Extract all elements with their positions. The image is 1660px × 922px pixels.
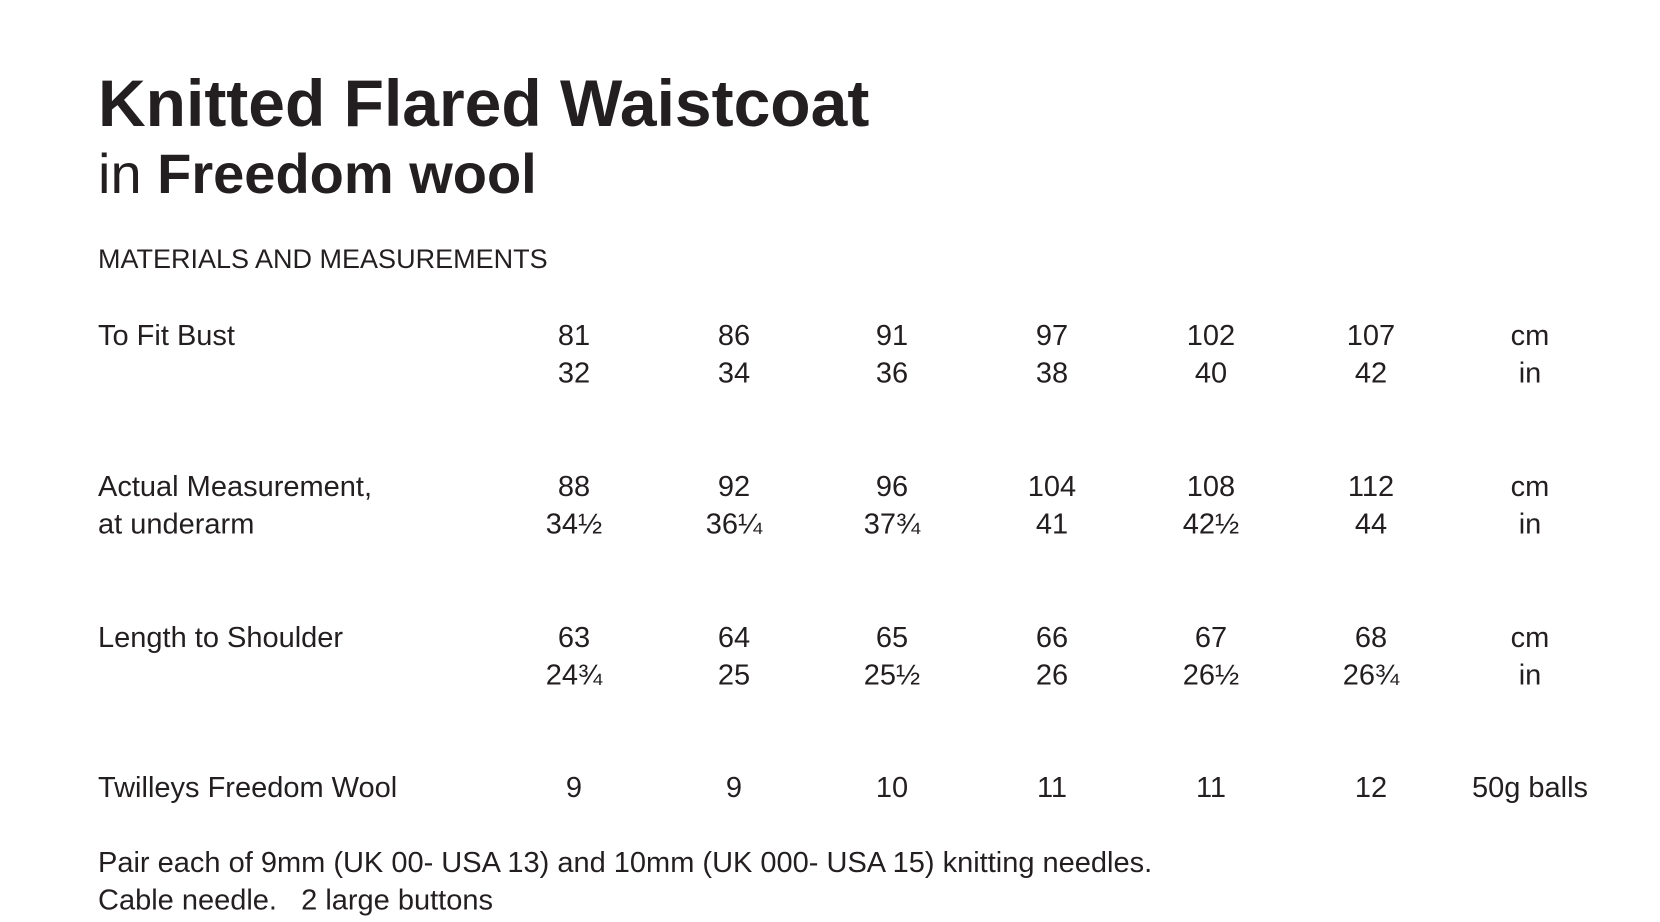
cell-value: 91 <box>876 320 908 352</box>
cell-value: 44 <box>1355 509 1387 541</box>
cell-value: 108 <box>1187 471 1235 503</box>
cell-value: 34½ <box>546 509 602 541</box>
cell-value: 36¼ <box>706 509 763 541</box>
subtitle-bold: Freedom wool <box>157 142 537 205</box>
cell-value: 26 <box>1036 660 1068 692</box>
cell-value: 38 <box>1036 358 1068 390</box>
row-label: To Fit Bust <box>98 320 235 352</box>
cell-value: 64 <box>718 622 750 654</box>
cell-value: 24¾ <box>546 660 603 692</box>
row-label: Length to Shoulder <box>98 622 343 654</box>
footer-line: Cable needle. 2 large buttons <box>98 885 493 917</box>
subtitle: in Freedom wool <box>98 142 537 205</box>
cell-value: 63 <box>558 622 590 654</box>
cell-value: 26½ <box>1183 660 1239 692</box>
section-heading: MATERIALS AND MEASUREMENTS <box>98 244 548 274</box>
cell-value: 81 <box>558 320 590 352</box>
cell-value: 37¾ <box>864 509 921 541</box>
row-label: at underarm <box>98 509 254 541</box>
footer-line: Pair each of 9mm (UK 00- USA 13) and 10m… <box>98 847 1152 879</box>
cell-value: 42½ <box>1183 509 1239 541</box>
cell-value: 10 <box>876 772 908 804</box>
cell-value: 92 <box>718 471 750 503</box>
cell-value: 32 <box>558 358 590 390</box>
subtitle-prefix: in <box>98 142 142 205</box>
unit: cm <box>1511 471 1550 503</box>
cell-value: 86 <box>718 320 750 352</box>
cell-value: 36 <box>876 358 908 390</box>
cell-value: 88 <box>558 471 590 503</box>
unit: in <box>1519 509 1542 541</box>
cell-value: 42 <box>1355 358 1387 390</box>
unit: cm <box>1511 622 1550 654</box>
unit: 50g balls <box>1472 772 1588 804</box>
cell-value: 25½ <box>864 660 920 692</box>
unit: in <box>1519 660 1542 692</box>
row-label: Twilleys Freedom Wool <box>98 772 397 804</box>
unit: cm <box>1511 320 1550 352</box>
title: Knitted Flared Waistcoat <box>98 66 869 140</box>
cell-value: 41 <box>1036 509 1068 541</box>
cell-value: 34 <box>718 358 750 390</box>
cell-value: 9 <box>566 772 582 804</box>
cell-value: 66 <box>1036 622 1068 654</box>
cell-value: 40 <box>1195 358 1227 390</box>
cell-value: 9 <box>726 772 742 804</box>
cell-value: 65 <box>876 622 908 654</box>
cell-value: 107 <box>1347 320 1395 352</box>
cell-value: 96 <box>876 471 908 503</box>
cell-value: 25 <box>718 660 750 692</box>
row-label: Actual Measurement, <box>98 471 372 503</box>
cell-value: 104 <box>1028 471 1076 503</box>
cell-value: 12 <box>1355 772 1387 804</box>
cell-value: 97 <box>1036 320 1068 352</box>
cell-value: 112 <box>1348 471 1394 503</box>
cell-value: 26¾ <box>1343 660 1400 692</box>
cell-value: 11 <box>1196 772 1226 804</box>
unit: in <box>1519 358 1542 390</box>
cell-value: 102 <box>1187 320 1235 352</box>
cell-value: 67 <box>1195 622 1227 654</box>
cell-value: 11 <box>1037 772 1067 804</box>
cell-value: 68 <box>1355 622 1387 654</box>
